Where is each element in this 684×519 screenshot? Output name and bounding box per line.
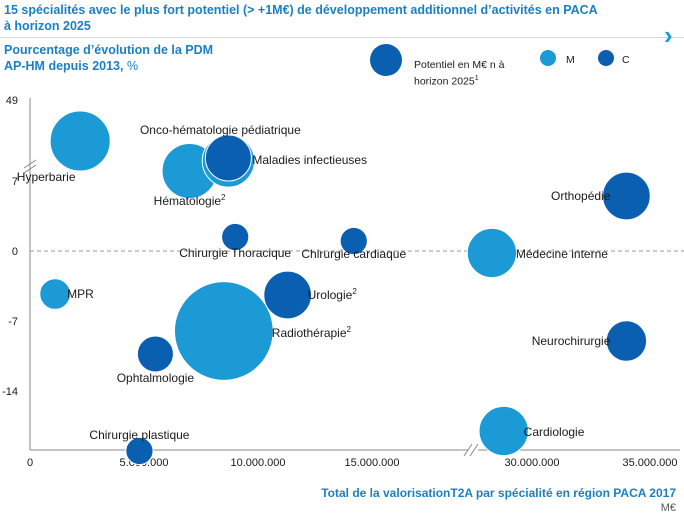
label-cardiologie: Cardiologie: [524, 425, 585, 439]
bubble-orthopedie[interactable]: [602, 171, 651, 221]
chart-title: 15 spécialités avec le plus fort potenti…: [4, 3, 598, 33]
y-tick-label: 0: [12, 246, 18, 258]
label-ophtalmologie: Ophtalmologie: [117, 371, 195, 385]
label-onco-hematologie-pediatrique: Onco-hématologie pédiatrique: [140, 123, 301, 137]
bubble-urologie[interactable]: [263, 270, 312, 320]
y-axis-label: Pourcentage d’évolution de la PDM AP-HM …: [4, 43, 214, 73]
legend-size-bubble: [370, 44, 402, 76]
label-orthopedie: Orthopédie: [551, 189, 611, 203]
bubble-chirurgie-cardiaque[interactable]: [339, 226, 368, 256]
label-radiotherapie: Radiothérapie2: [272, 325, 352, 340]
bubble-medecine-interne[interactable]: [466, 227, 518, 279]
legend-size-label: Potentiel en M€ n à horizon 20251: [414, 59, 505, 88]
legend-series-m-label: M: [566, 54, 575, 66]
x-axis-break: [463, 443, 479, 457]
label-medecine-interne: Médecine interne: [516, 247, 608, 261]
label-layer: Hyperbarie Hématologie2 Maladies infectieu…: [17, 123, 611, 442]
bubble-ophtalmologie[interactable]: [136, 335, 174, 373]
label-hematologie: Hématologie2: [154, 193, 226, 208]
bubble-onco-hematologie-pediatrique[interactable]: [204, 134, 252, 182]
x-tick-label: 10.000.000: [230, 457, 285, 469]
y-axis-break: [23, 159, 37, 174]
x-axis-unit: M€: [660, 502, 676, 514]
legend-series-c-label: C: [622, 54, 630, 66]
bubble-neurochirurgie[interactable]: [605, 320, 648, 362]
y-tick-label: -7: [8, 316, 18, 328]
bubble-chirurgie-thoracique[interactable]: [221, 222, 250, 252]
label-chirurgie-plastique: Chirurgie plastique: [89, 428, 189, 442]
x-tick-label: 15.000.000: [344, 457, 399, 469]
y-tick-label: 7: [12, 176, 18, 188]
bubble-mpr[interactable]: [39, 278, 71, 310]
y-tick-label: 49: [6, 95, 18, 107]
bubble-hyperbarie[interactable]: [49, 110, 111, 172]
x-tick-label: 35.000.000: [622, 457, 677, 469]
legend-series-m-swatch: [540, 50, 556, 66]
x-axis-title: Total de la valorisationT2A par spéciali…: [321, 486, 676, 500]
label-mpr: MPR: [67, 287, 94, 301]
bubble-cardiologie[interactable]: [478, 405, 529, 457]
header-divider: [0, 37, 684, 38]
x-tick-label: 0: [27, 457, 33, 469]
label-neurochirurgie: Neurochirurgie: [532, 334, 611, 348]
legend-series-c-swatch: [598, 50, 614, 66]
legend-marks: [370, 44, 614, 76]
label-hyperbarie: Hyperbarie: [17, 170, 76, 184]
y-axis-unit: %: [126, 59, 139, 73]
label-maladies-infectieuses: Maladies infectieuses: [252, 153, 367, 167]
label-chirurgie-thoracique: Chirurgie Thoracique: [179, 246, 291, 260]
y-tick-label: -14: [2, 386, 18, 398]
chevron-right-icon[interactable]: ›: [664, 20, 673, 50]
y-axis-title: Pourcentage d’évolution de la PDM AP-HM …: [4, 42, 234, 74]
bubble-chirurgie-plastique[interactable]: [125, 436, 154, 466]
bubble-layer: [39, 110, 651, 466]
label-chirurgie-cardiaque: Chirurgie cardiaque: [301, 247, 406, 261]
label-urologie: Urologie2: [308, 287, 358, 302]
x-tick-label: 30.000.000: [504, 457, 559, 469]
bubble-radiotherapie[interactable]: [173, 281, 274, 381]
